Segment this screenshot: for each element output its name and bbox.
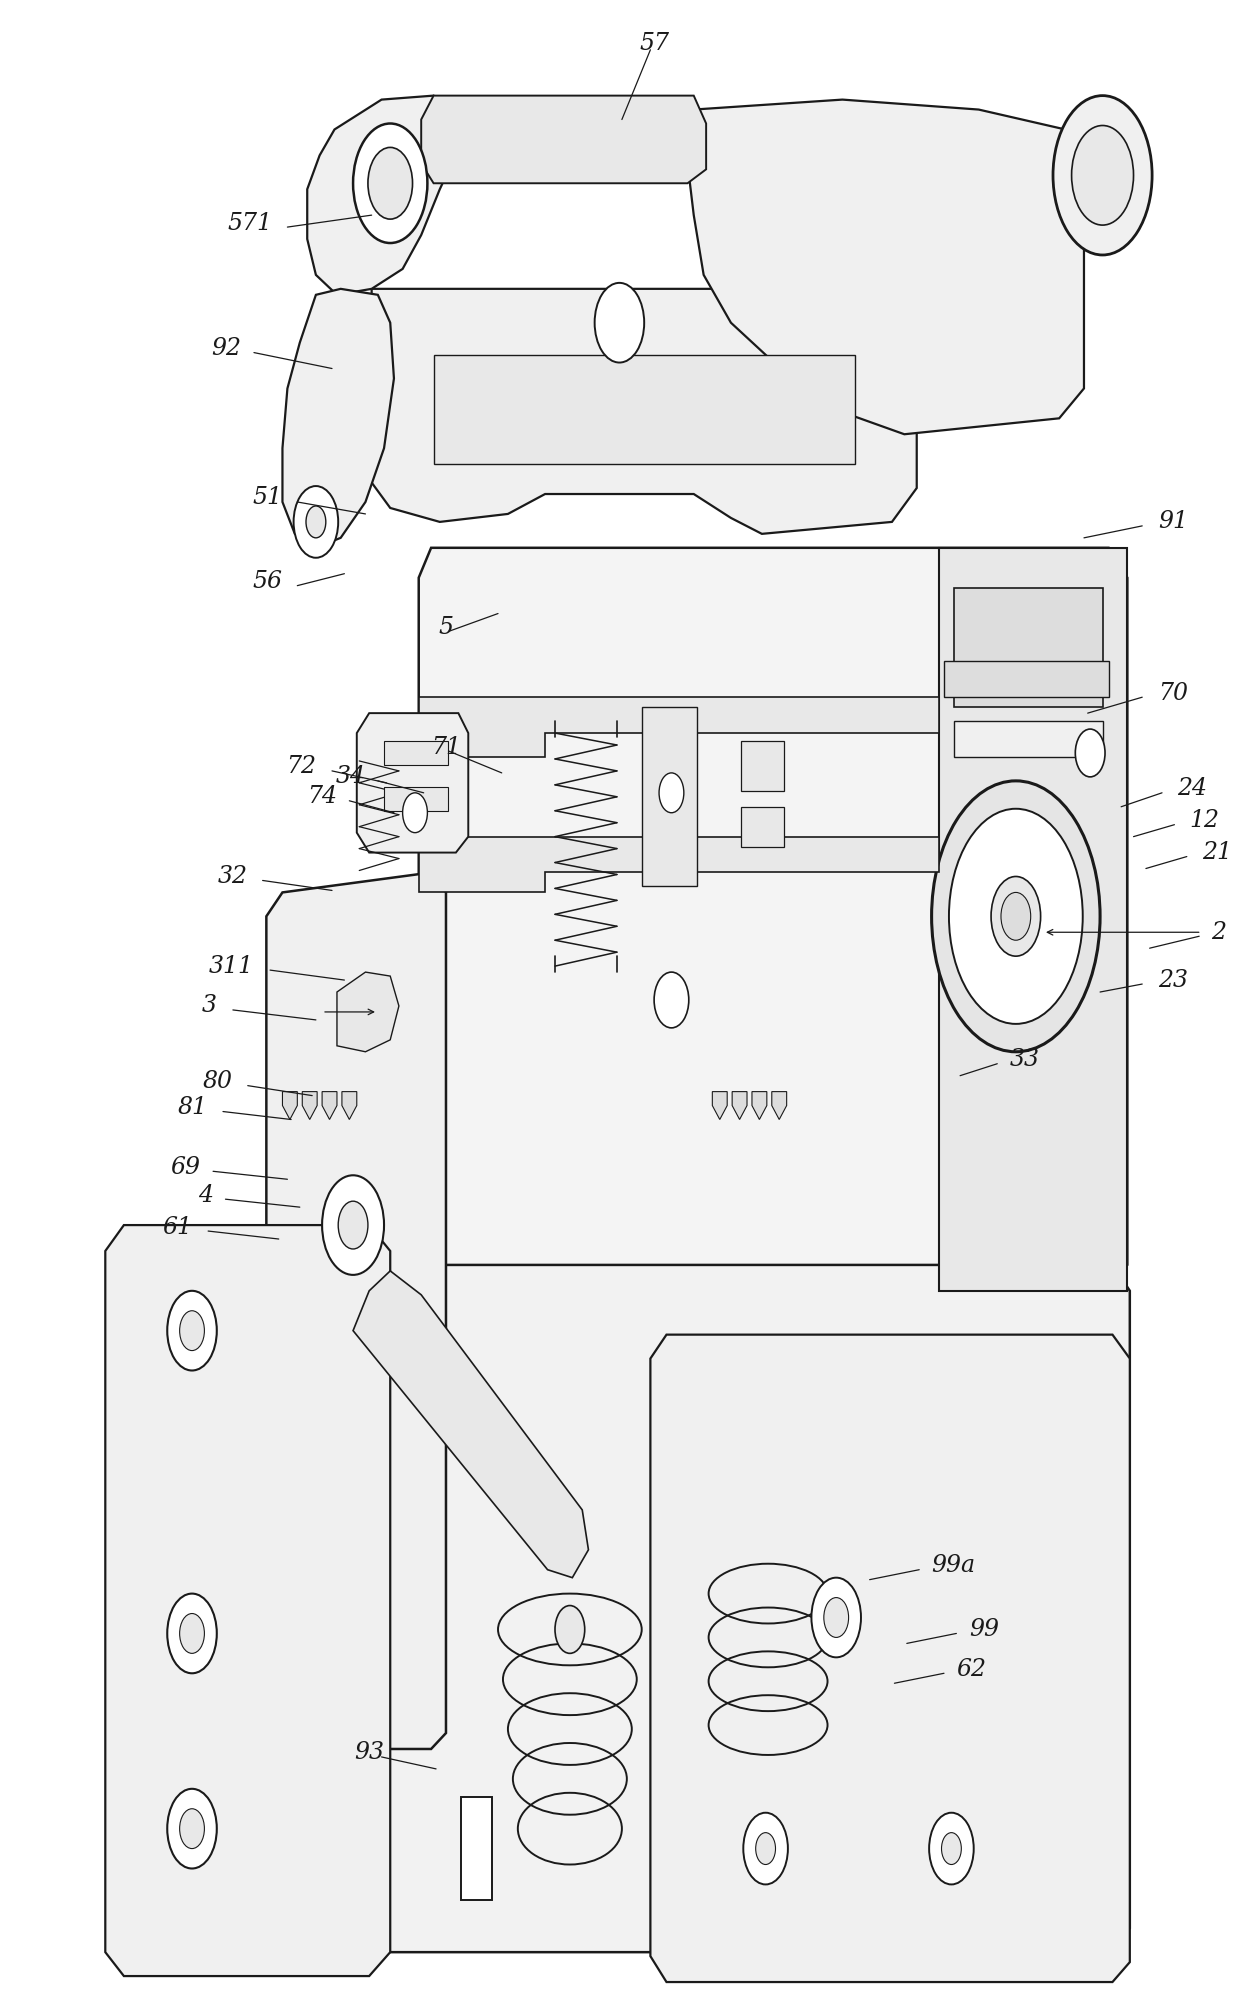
Circle shape	[929, 1813, 973, 1884]
Bar	[434, 355, 854, 464]
Bar	[954, 588, 1102, 707]
Polygon shape	[751, 1092, 766, 1120]
Polygon shape	[250, 1265, 1130, 1952]
Bar	[384, 787, 449, 811]
Bar	[740, 741, 784, 791]
Text: 72: 72	[286, 755, 316, 779]
Polygon shape	[944, 661, 1109, 697]
Polygon shape	[712, 1092, 727, 1120]
Polygon shape	[303, 1092, 317, 1120]
Text: 12: 12	[1189, 809, 1219, 833]
Polygon shape	[357, 713, 469, 853]
Polygon shape	[419, 837, 939, 892]
Polygon shape	[322, 1092, 337, 1120]
Polygon shape	[308, 96, 459, 295]
Polygon shape	[337, 972, 399, 1052]
Text: 93: 93	[355, 1741, 384, 1765]
Text: 34: 34	[336, 765, 366, 789]
Text: 99: 99	[968, 1618, 998, 1641]
Polygon shape	[419, 697, 939, 757]
Polygon shape	[732, 1092, 746, 1120]
Circle shape	[353, 124, 428, 243]
Text: 24: 24	[1177, 777, 1207, 801]
Polygon shape	[422, 96, 706, 183]
Text: 70: 70	[1158, 681, 1188, 705]
Circle shape	[743, 1813, 787, 1884]
Text: 32: 32	[218, 865, 248, 888]
Polygon shape	[353, 1271, 589, 1578]
Circle shape	[941, 1833, 961, 1865]
Polygon shape	[651, 1335, 1130, 1982]
Circle shape	[658, 773, 683, 813]
Circle shape	[556, 1606, 585, 1653]
Polygon shape	[687, 100, 1084, 434]
Polygon shape	[105, 1225, 391, 1976]
Text: 92: 92	[212, 337, 242, 361]
Text: 61: 61	[162, 1215, 192, 1239]
Circle shape	[755, 1833, 775, 1865]
Text: 74: 74	[308, 785, 337, 809]
Text: 51: 51	[253, 486, 283, 510]
Bar	[740, 807, 784, 847]
Circle shape	[322, 1175, 384, 1275]
Circle shape	[931, 781, 1100, 1052]
Polygon shape	[342, 1092, 357, 1120]
Circle shape	[167, 1789, 217, 1868]
Bar	[461, 1797, 492, 1900]
Circle shape	[991, 876, 1040, 956]
Text: 4: 4	[198, 1183, 213, 1207]
Text: 71: 71	[432, 735, 461, 759]
Circle shape	[655, 972, 688, 1028]
Bar	[642, 707, 697, 886]
Polygon shape	[283, 1092, 298, 1120]
Circle shape	[180, 1614, 205, 1653]
Text: 69: 69	[171, 1155, 201, 1179]
Text: 5: 5	[439, 616, 454, 639]
Text: 311: 311	[210, 954, 254, 978]
Circle shape	[294, 486, 339, 558]
Circle shape	[949, 809, 1083, 1024]
Circle shape	[1075, 729, 1105, 777]
Text: 23: 23	[1158, 968, 1188, 992]
Circle shape	[1001, 892, 1030, 940]
Circle shape	[595, 283, 645, 363]
Text: 80: 80	[203, 1070, 233, 1094]
Text: 3: 3	[202, 994, 217, 1018]
Circle shape	[368, 147, 413, 219]
Circle shape	[167, 1594, 217, 1673]
Text: 21: 21	[1202, 841, 1231, 865]
Polygon shape	[283, 289, 394, 548]
Polygon shape	[419, 548, 1127, 1319]
Polygon shape	[267, 872, 446, 1749]
Text: 33: 33	[1009, 1048, 1039, 1072]
Circle shape	[167, 1291, 217, 1370]
Polygon shape	[360, 289, 916, 534]
Circle shape	[1053, 96, 1152, 255]
Polygon shape	[939, 548, 1127, 1291]
Text: 56: 56	[253, 570, 283, 594]
Circle shape	[306, 506, 326, 538]
Text: 81: 81	[179, 1096, 208, 1120]
Circle shape	[811, 1578, 861, 1657]
Circle shape	[180, 1809, 205, 1849]
Text: 99a: 99a	[931, 1554, 976, 1578]
Text: 57: 57	[639, 32, 670, 56]
Bar	[384, 741, 449, 765]
Bar	[954, 721, 1102, 757]
Text: 91: 91	[1158, 510, 1188, 534]
Circle shape	[1071, 125, 1133, 225]
Circle shape	[339, 1201, 368, 1249]
Text: 571: 571	[228, 211, 273, 235]
Text: 2: 2	[1211, 920, 1226, 944]
Circle shape	[403, 793, 428, 833]
Circle shape	[180, 1311, 205, 1351]
Polygon shape	[771, 1092, 786, 1120]
Text: 62: 62	[956, 1657, 986, 1681]
Circle shape	[823, 1598, 848, 1637]
